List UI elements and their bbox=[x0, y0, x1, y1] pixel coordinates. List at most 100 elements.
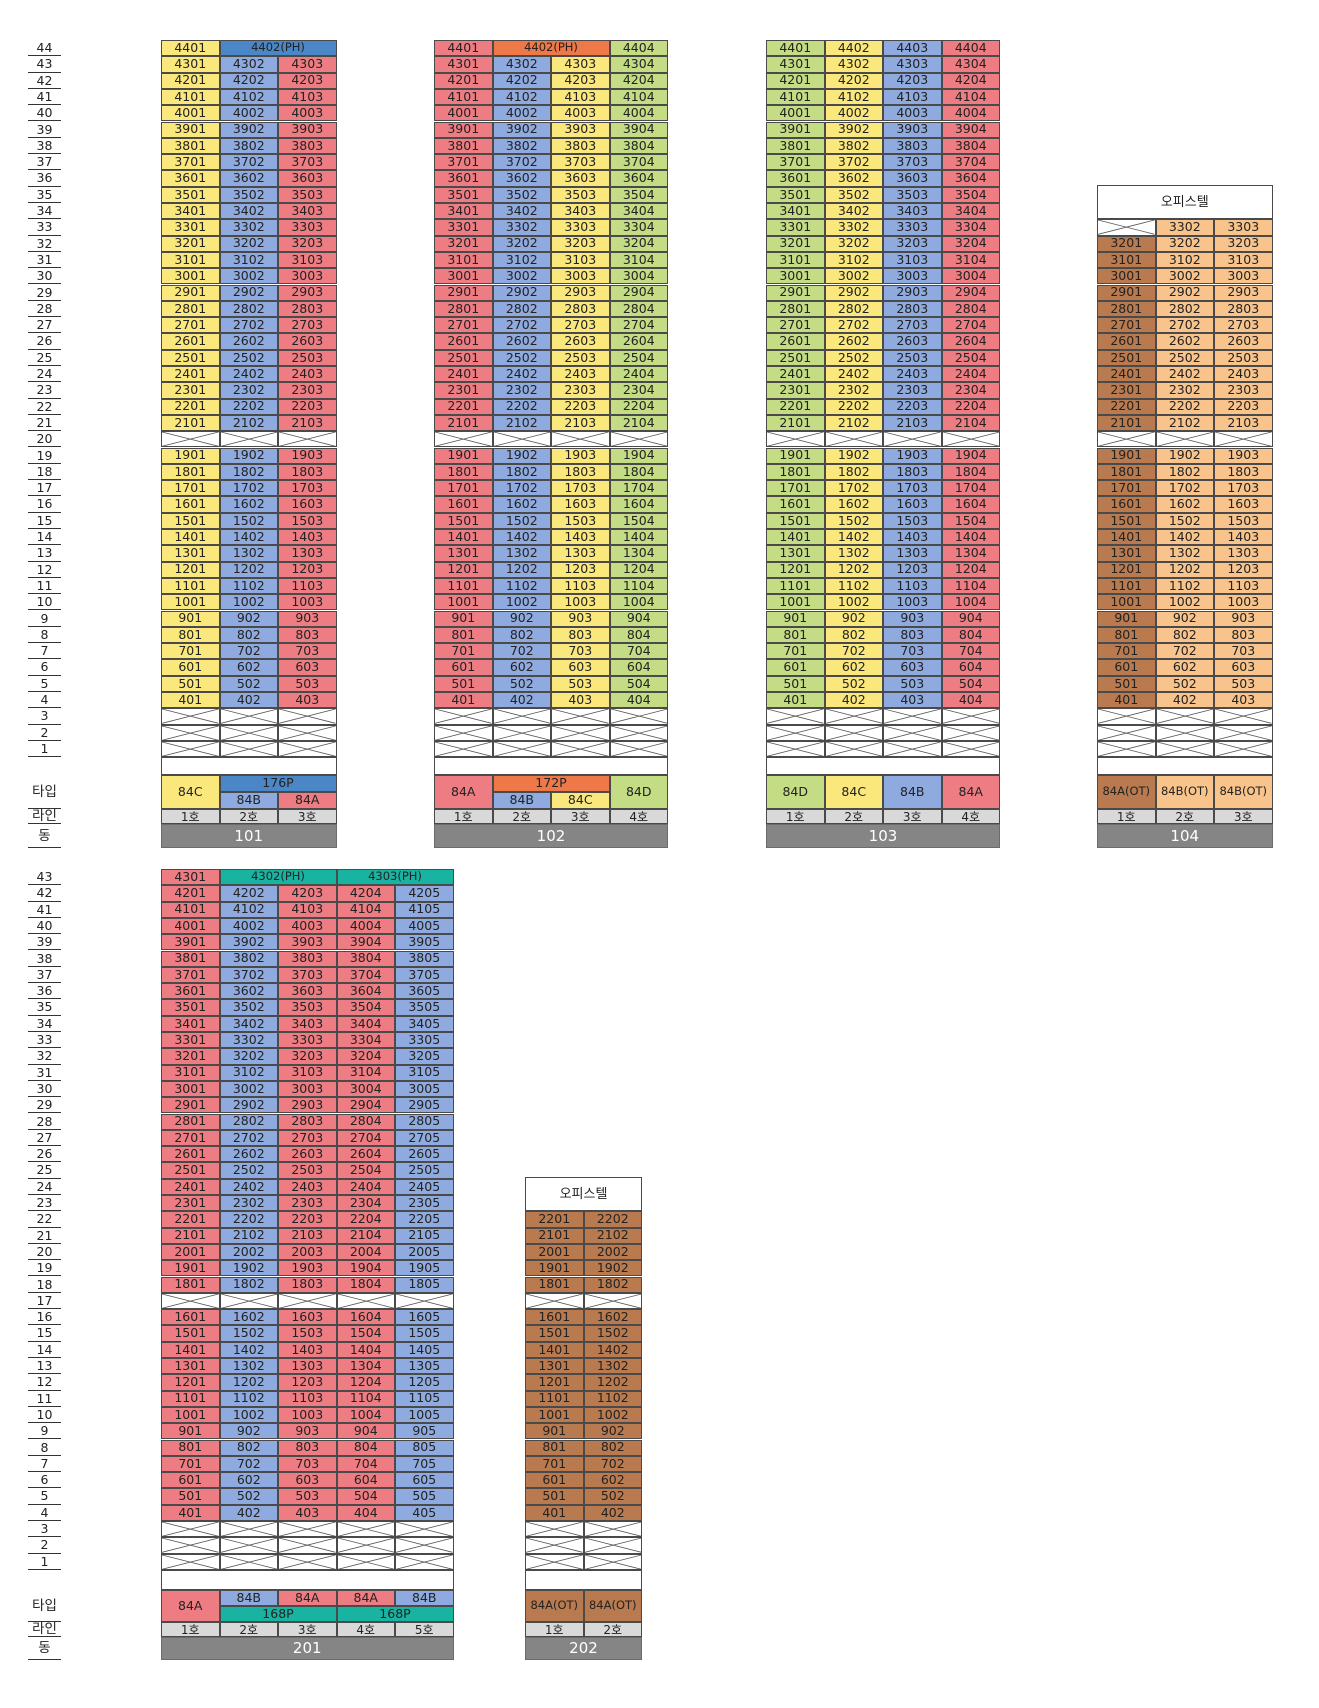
floor-number: 5 bbox=[28, 1488, 61, 1505]
unit-cell: 3703 bbox=[883, 154, 942, 171]
type-cell: 84A(OT) bbox=[583, 1590, 642, 1622]
empty-cross-icon bbox=[552, 432, 609, 447]
unit-cell: 1904 bbox=[941, 447, 1000, 464]
unit-cell: 2603 bbox=[278, 1146, 337, 1163]
unit-cell: 702 bbox=[824, 643, 883, 660]
empty-unit-cell bbox=[219, 1292, 278, 1310]
unit-cell: 3301 bbox=[161, 1032, 220, 1049]
unit-cell: 702 bbox=[1155, 643, 1214, 660]
empty-cross-icon bbox=[767, 741, 824, 757]
unit-cell: 2702 bbox=[824, 317, 883, 334]
unit-cell: 401 bbox=[161, 1504, 220, 1521]
empty-unit-cell bbox=[336, 1292, 395, 1310]
unit-cell: 501 bbox=[525, 1488, 584, 1505]
unit-cell: 2202 bbox=[219, 1211, 278, 1228]
unit-cell: 601 bbox=[525, 1472, 584, 1489]
dong-label: 201 bbox=[161, 1637, 454, 1660]
unit-cell: 2604 bbox=[336, 1146, 395, 1163]
unit-cell: 801 bbox=[1097, 626, 1156, 644]
unit-cell: 1604 bbox=[609, 496, 668, 513]
empty-cross-icon bbox=[220, 1293, 277, 1309]
unit-cell: 601 bbox=[434, 659, 493, 676]
unit-cell: 2901 bbox=[161, 284, 220, 301]
unit-cell: 4202 bbox=[219, 72, 278, 89]
unit-cell: 1302 bbox=[583, 1358, 642, 1375]
unit-cell: 1403 bbox=[278, 529, 337, 546]
unit-cell: 2502 bbox=[824, 349, 883, 366]
empty-cross-icon bbox=[584, 1522, 641, 1537]
unit-cell: 902 bbox=[219, 610, 278, 627]
unit-cell: 502 bbox=[492, 675, 551, 692]
unit-cell: 1801 bbox=[766, 463, 825, 481]
unit-cell: 1901 bbox=[766, 447, 825, 464]
unit-cell: 3101 bbox=[161, 1064, 220, 1081]
unit-cell: 3501 bbox=[766, 186, 825, 203]
unit-cell: 1902 bbox=[583, 1260, 642, 1277]
empty-cross-icon bbox=[526, 1522, 583, 1537]
unit-cell: 2104 bbox=[941, 414, 1000, 432]
unit-cell: 3101 bbox=[766, 251, 825, 269]
unit-cell: 504 bbox=[336, 1488, 395, 1505]
unit-cell: 1102 bbox=[492, 577, 551, 595]
empty-cross-icon bbox=[162, 1554, 219, 1569]
floor-number: 19 bbox=[28, 1260, 61, 1277]
unit-cell: 3204 bbox=[609, 235, 668, 252]
unit-cell: 701 bbox=[161, 1455, 220, 1473]
unit-cell: 3304 bbox=[336, 1032, 395, 1049]
empty-unit-cell bbox=[278, 1537, 337, 1554]
unit-cell: 4202 bbox=[492, 72, 551, 89]
unit-cell: 3103 bbox=[1214, 251, 1273, 269]
unit-cell: 702 bbox=[583, 1455, 642, 1473]
unit-cell: 3901 bbox=[161, 934, 220, 951]
type-cell: 84B bbox=[883, 775, 942, 809]
unit-cell: 401 bbox=[525, 1504, 584, 1521]
unit-cell: 1902 bbox=[219, 447, 278, 464]
floor-number: 7 bbox=[28, 643, 61, 660]
unit-cell: 2902 bbox=[492, 284, 551, 301]
unit-cell: 3102 bbox=[1155, 251, 1214, 269]
empty-unit-cell bbox=[609, 708, 668, 725]
unit-cell: 602 bbox=[492, 659, 551, 676]
floor-number: 22 bbox=[28, 399, 61, 415]
unit-cell: 1402 bbox=[824, 529, 883, 546]
unit-cell: 2304 bbox=[609, 382, 668, 399]
unit-cell: 2505 bbox=[395, 1162, 454, 1179]
floor-number: 18 bbox=[28, 1277, 61, 1293]
empty-unit-cell bbox=[883, 431, 942, 448]
unit-cell: 2103 bbox=[551, 414, 610, 432]
empty-cross-icon bbox=[526, 1554, 583, 1569]
unit-cell: 2501 bbox=[1097, 349, 1156, 366]
unit-cell: 3002 bbox=[219, 1080, 278, 1098]
empty-cross-icon bbox=[435, 709, 492, 724]
line-cell: 1호 bbox=[1097, 809, 1156, 824]
unit-cell: 2301 bbox=[766, 382, 825, 399]
empty-unit-cell bbox=[1155, 724, 1214, 741]
unit-cell: 2803 bbox=[278, 1113, 337, 1130]
unit-cell: 4001 bbox=[161, 917, 220, 935]
floor-number: 36 bbox=[28, 983, 61, 1000]
unit-cell: 3903 bbox=[278, 934, 337, 951]
unit-cell: 3603 bbox=[883, 170, 942, 187]
floor-number: 44 bbox=[28, 40, 61, 57]
unit-cell: 1802 bbox=[824, 463, 883, 481]
unit-cell: 503 bbox=[883, 675, 942, 692]
empty-cross-icon bbox=[162, 741, 219, 757]
unit-cell: 2101 bbox=[161, 414, 220, 432]
unit-cell: 1604 bbox=[336, 1309, 395, 1326]
unit-cell: 503 bbox=[278, 675, 337, 692]
unit-cell: 2801 bbox=[434, 300, 493, 318]
unit-cell: 3503 bbox=[883, 186, 942, 203]
unit-cell: 1801 bbox=[434, 463, 493, 481]
unit-cell: 3802 bbox=[824, 137, 883, 155]
unit-cell: 2601 bbox=[1097, 333, 1156, 350]
line-cell: 1호 bbox=[161, 1622, 220, 1637]
unit-cell: 2302 bbox=[219, 1195, 278, 1212]
unit-cell: 1602 bbox=[492, 496, 551, 513]
type-cell: 84A bbox=[434, 775, 493, 809]
unit-cell: 1301 bbox=[161, 545, 220, 562]
empty-cross-icon bbox=[279, 1522, 336, 1537]
unit-cell: 1601 bbox=[1097, 496, 1156, 513]
unit-cell: 2604 bbox=[609, 333, 668, 350]
unit-cell: 404 bbox=[609, 692, 668, 709]
type-cell: 84A bbox=[278, 792, 337, 809]
